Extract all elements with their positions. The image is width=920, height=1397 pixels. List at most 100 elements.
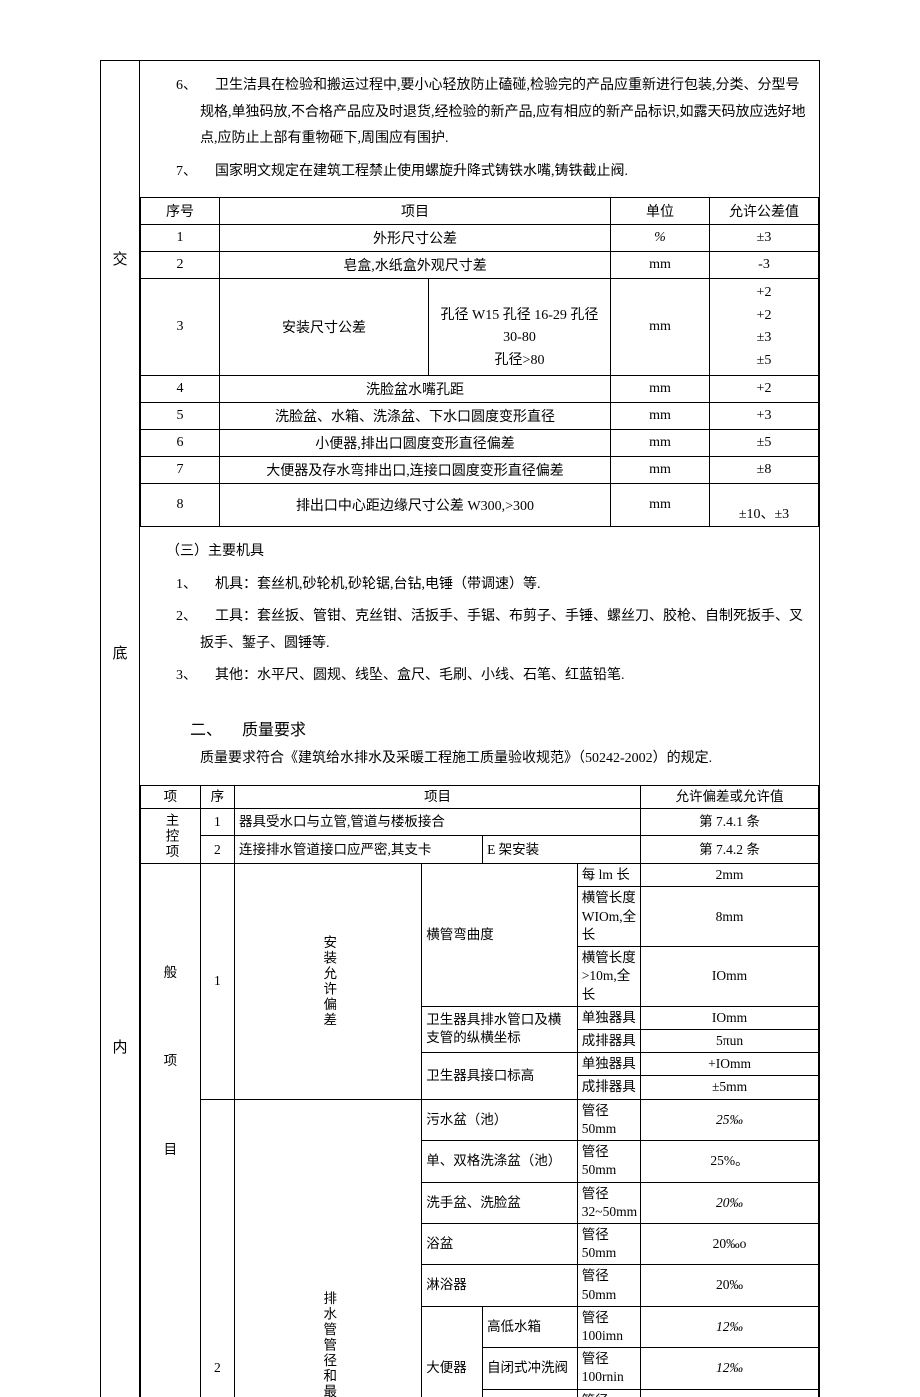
grp-label: 安装允许偏差 bbox=[235, 864, 422, 1099]
cell-unit: mm bbox=[611, 429, 710, 456]
cell: 管径 32~50mm bbox=[577, 1182, 640, 1223]
cell: 连接排水管道接口应严密,其支卡 bbox=[235, 836, 483, 864]
cell: 淋浴器 bbox=[422, 1265, 578, 1306]
quality-block: 二、 质量要求 质量要求符合《建筑给水排水及采暖工程施工质量验收规范》（5024… bbox=[140, 702, 819, 785]
item-number: 1、 bbox=[176, 577, 197, 592]
cell-unit: mm bbox=[611, 279, 710, 376]
cell-item: 排出口中心距边缘尺寸公差 W300,>300 bbox=[220, 483, 611, 526]
table-row: 3 安装尺寸公差 孔径 W15 孔径 16-29 孔径 30-80 孔径>80 … bbox=[141, 279, 819, 376]
cell: 横管长度>10m,全长 bbox=[577, 947, 640, 1007]
cell: 25‰ bbox=[641, 1099, 819, 1140]
section-title: 二、 质量要求 bbox=[190, 716, 809, 740]
cell: 12‰ bbox=[641, 1389, 819, 1397]
cell: 成排器具 bbox=[577, 1029, 640, 1052]
note-text: 卫生洁具在检验和搬运过程中,要小心轻放防止磕碰,检验完的产品应重新进行包装,分类… bbox=[200, 78, 806, 146]
table-row: 2 皂盒,水纸盒外观尺寸差 mm -3 bbox=[141, 252, 819, 279]
cell-item: 大便器及存水弯排出口,连接口圆度变形直径偏差 bbox=[220, 456, 611, 483]
cell: 浴盆 bbox=[422, 1223, 578, 1264]
table-row: 5 洗脸盆、水箱、洗涤盆、下水口圆度变形直径 mm +3 bbox=[141, 402, 819, 429]
cell-tol: -3 bbox=[710, 252, 819, 279]
side-char: 交 bbox=[112, 218, 127, 299]
table-row: 2 排水管管径和最小坡度 污水盆（池） 管径 50mm 25‰ bbox=[141, 1099, 819, 1140]
cell-unit: mm bbox=[611, 483, 710, 526]
cell: 成排器具 bbox=[577, 1076, 640, 1099]
cell-tol: +2 bbox=[710, 375, 819, 402]
cell: 20‰o bbox=[641, 1223, 819, 1264]
th-item: 项目 bbox=[220, 198, 611, 225]
cell: 管径 50mm bbox=[577, 1141, 640, 1182]
tools-block: （三）主要机具 1、 机具：套丝机,砂轮机,砂轮锯,台钻,电锤（带调速）等. 2、… bbox=[140, 527, 819, 702]
cell: 5πun bbox=[641, 1029, 819, 1052]
tolerance-table: 序号 项目 单位 允许公差值 1 外形尺寸公差 % ±3 2 皂盒,水纸盒外观尺… bbox=[140, 197, 819, 527]
table-row: 4 洗脸盆水嘴孔距 mm +2 bbox=[141, 375, 819, 402]
note-number: 6、 bbox=[176, 78, 197, 93]
th-unit: 单位 bbox=[611, 198, 710, 225]
cell: 横管弯曲度 bbox=[422, 864, 578, 1007]
table-row: 1 外形尺寸公差 % ±3 bbox=[141, 225, 819, 252]
cell: IOmm bbox=[641, 1006, 819, 1029]
cell: 自闭式冲洗阀 bbox=[483, 1348, 578, 1389]
item-text: 其他：水平尺、圆规、线坠、盒尺、毛刷、小线、石笔、红蓝铅笔. bbox=[215, 668, 625, 683]
cell: 8mm bbox=[641, 887, 819, 947]
cell-tol: ±5 bbox=[710, 429, 819, 456]
side-char: 底 bbox=[112, 612, 127, 693]
cell: 12‰ bbox=[641, 1348, 819, 1389]
sub-heading: （三）主要机具 bbox=[166, 539, 809, 566]
cell-seq: 4 bbox=[141, 375, 220, 402]
cell-unit: mm bbox=[611, 375, 710, 402]
cell: 管径 50mm bbox=[577, 1265, 640, 1306]
cell-seq: 2 bbox=[141, 252, 220, 279]
cell: 拉管式冲洗阀 bbox=[483, 1389, 578, 1397]
cell: 20‰ bbox=[641, 1182, 819, 1223]
item-text: 机具：套丝机,砂轮机,砂轮锯,台钻,电锤（带调速）等. bbox=[215, 577, 541, 592]
table-row: 2 连接排水管道接口应严密,其支卡 E 架安装 第 7.4.2 条 bbox=[141, 836, 819, 864]
cell: 2mm bbox=[641, 864, 819, 887]
cell-seq: 5 bbox=[141, 402, 220, 429]
main-content: 6、卫生洁具在检验和搬运过程中,要小心轻放防止磕碰,检验完的产品应重新进行包装,… bbox=[140, 61, 820, 1397]
cell: 管径 100imn bbox=[577, 1306, 640, 1347]
cell: 管径 50mm bbox=[577, 1223, 640, 1264]
cell: 大便器 bbox=[422, 1306, 483, 1397]
cell: ±5mm bbox=[641, 1076, 819, 1099]
cell: 卫生器具排水管口及横支管的纵横坐标 bbox=[422, 1006, 578, 1052]
cell: 1 bbox=[200, 864, 234, 1099]
list-item: 3、其他：水平尺、圆规、线坠、盒尺、毛刷、小线、石笔、红蓝铅笔. bbox=[160, 663, 809, 690]
cell-seq: 7 bbox=[141, 456, 220, 483]
th: 序 bbox=[200, 785, 234, 808]
cell: E 架安装 bbox=[483, 836, 641, 864]
cell-item: 小便器,排出口圆度变形直径偏差 bbox=[220, 429, 611, 456]
cell-tol: ±8 bbox=[710, 456, 819, 483]
table-row: 8 排出口中心距边缘尺寸公差 W300,>300 mm ±10、±3 bbox=[141, 483, 819, 526]
grp-label: 排水管管径和最小坡度 bbox=[235, 1099, 422, 1397]
cell: 12‰ bbox=[641, 1306, 819, 1347]
cell: 第 7.4.2 条 bbox=[641, 836, 819, 864]
cell: 2 bbox=[200, 836, 234, 864]
cell: 洗手盆、洗脸盆 bbox=[422, 1182, 578, 1223]
side-label-column: 交 底 内 容 bbox=[100, 61, 140, 1397]
cell: 2 bbox=[200, 1099, 234, 1397]
th: 项 bbox=[141, 785, 201, 808]
th-seq: 序号 bbox=[141, 198, 220, 225]
list-item: 2、工具：套丝扳、管钳、克丝钳、活扳手、手锯、布剪子、手锤、螺丝刀、胶枪、自制死… bbox=[160, 604, 809, 657]
cell-unit: mm bbox=[611, 402, 710, 429]
note-item: 6、卫生洁具在检验和搬运过程中,要小心轻放防止磕碰,检验完的产品应重新进行包装,… bbox=[160, 73, 809, 153]
cell-seq: 3 bbox=[141, 279, 220, 376]
cell-tol: +2 +2 ±3 ±5 bbox=[710, 279, 819, 376]
cell-unit: mm bbox=[611, 252, 710, 279]
section-heading: 质量要求 bbox=[242, 722, 306, 739]
table-row: 7 大便器及存水弯排出口,连接口圆度变形直径偏差 mm ±8 bbox=[141, 456, 819, 483]
cell: 横管长度 WIOm,全长 bbox=[577, 887, 640, 947]
cell: 器具受水口与立管,管道与楼板接合 bbox=[235, 808, 641, 836]
cell: 第 7.4.1 条 bbox=[641, 808, 819, 836]
table-header-row: 序号 项目 单位 允许公差值 bbox=[141, 198, 819, 225]
cell: 25%。 bbox=[641, 1141, 819, 1182]
item-text: 工具：套丝扳、管钳、克丝钳、活扳手、手锯、布剪子、手锤、螺丝刀、胶枪、自制死扳手… bbox=[200, 609, 803, 651]
cat-main: 主控项 bbox=[141, 808, 201, 864]
note-text: 国家明文规定在建筑工程禁止使用螺旋升降式铸铁水嘴,铸铁截止阀. bbox=[215, 164, 628, 179]
table-row: 6 小便器,排出口圆度变形直径偏差 mm ±5 bbox=[141, 429, 819, 456]
list-item: 1、 机具：套丝机,砂轮机,砂轮锯,台钻,电锤（带调速）等. bbox=[160, 572, 809, 599]
cell: 高低水箱 bbox=[483, 1306, 578, 1347]
cell-item: 皂盒,水纸盒外观尺寸差 bbox=[220, 252, 611, 279]
notes-block: 6、卫生洁具在检验和搬运过程中,要小心轻放防止磕碰,检验完的产品应重新进行包装,… bbox=[140, 61, 819, 197]
note-item: 7、国家明文规定在建筑工程禁止使用螺旋升降式铸铁水嘴,铸铁截止阀. bbox=[160, 159, 809, 186]
